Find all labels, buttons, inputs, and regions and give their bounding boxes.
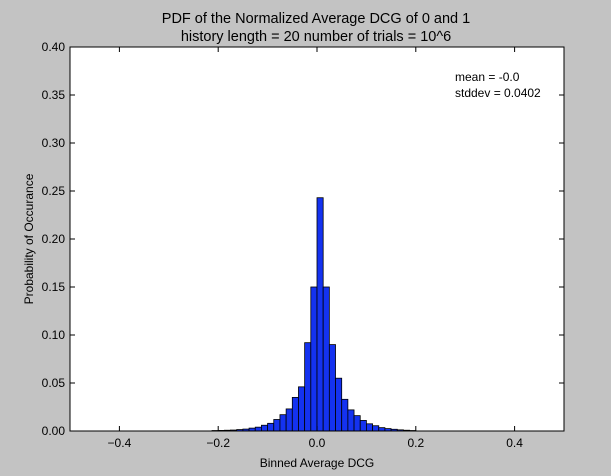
histogram-bar — [372, 425, 380, 432]
histogram-bar — [328, 344, 336, 432]
histogram-bar — [365, 423, 373, 432]
histogram-bar — [285, 408, 293, 432]
histogram-bar — [261, 424, 269, 432]
x-axis-label: Binned Average DCG — [260, 456, 375, 470]
annotation-mean: mean = -0.0 — [455, 70, 520, 84]
histogram-bar — [359, 420, 367, 432]
annotation-stddev: stddev = 0.0402 — [455, 86, 541, 100]
histogram-bar — [279, 414, 287, 432]
x-tick-label: 0.4 — [506, 436, 523, 450]
y-tick-label: 0.05 — [42, 376, 66, 390]
y-tick-label: 0.25 — [42, 184, 66, 198]
chart-subtitle: history length = 20 number of trials = 1… — [181, 29, 451, 45]
histogram-bar — [316, 197, 324, 432]
histogram-bar — [273, 419, 281, 432]
histogram-bar — [322, 286, 330, 432]
histogram-bar — [347, 409, 355, 432]
histogram-bar — [254, 426, 262, 432]
histogram-bar — [304, 342, 312, 432]
histogram-bar — [310, 286, 318, 432]
y-tick-label: 0.30 — [42, 136, 66, 150]
y-tick-label: 0.10 — [42, 328, 66, 342]
y-axis-label: Probability of Occurance — [22, 173, 36, 304]
plot-frame — [69, 46, 565, 432]
chart-title: PDF of the Normalized Average DCG of 0 a… — [162, 11, 470, 27]
y-tick-label: 0.40 — [42, 40, 66, 54]
histogram-bar — [291, 396, 299, 432]
x-tick-label: −0.4 — [108, 436, 132, 450]
x-tick-label: 0.0 — [309, 436, 326, 450]
histogram-bar — [267, 422, 275, 432]
histogram-bar — [341, 398, 349, 432]
y-tick-label: 0.20 — [42, 232, 66, 246]
histogram-bar — [353, 415, 361, 432]
histogram-bar — [335, 377, 343, 432]
y-tick-labels: 0.00 0.05 0.10 0.15 0.20 0.25 0.30 0.35 0.40 — [42, 40, 66, 438]
y-tick-label: 0.35 — [42, 88, 66, 102]
x-tick-label: 0.2 — [407, 436, 424, 450]
y-tick-label: 0.15 — [42, 280, 66, 294]
histogram-bar — [378, 427, 386, 432]
histogram-bar — [298, 386, 306, 432]
y-tick-label: 0.00 — [42, 424, 66, 438]
x-tick-labels: −0.4 −0.2 0.0 0.2 0.4 — [108, 436, 524, 450]
x-tick-label: −0.2 — [206, 436, 230, 450]
